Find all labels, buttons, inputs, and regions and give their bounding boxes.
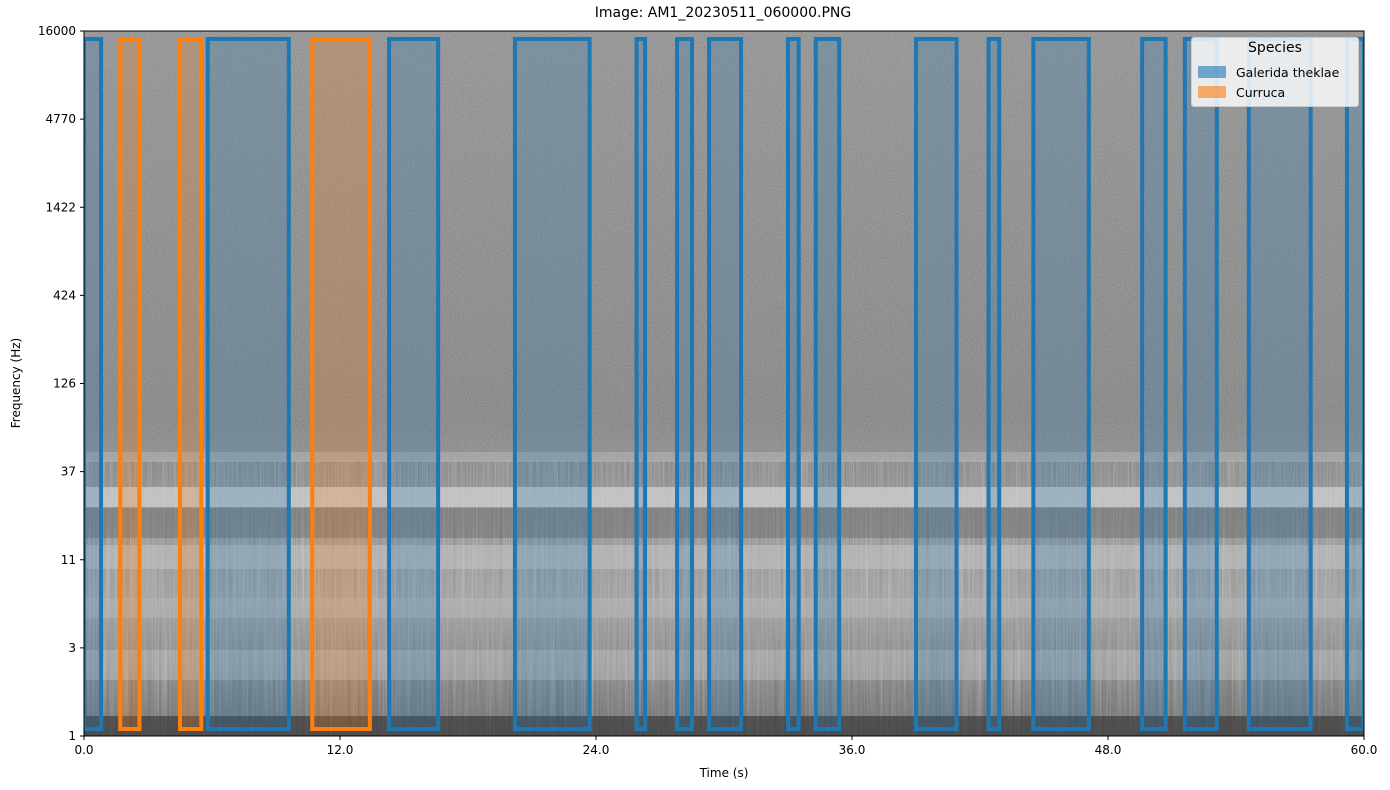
detection-box-galerida-theklae bbox=[813, 37, 842, 731]
detection-box-galerida-theklae bbox=[84, 37, 104, 731]
y-tick-label: 1422 bbox=[45, 200, 76, 214]
detection-box-galerida-theklae bbox=[1246, 37, 1313, 731]
detection-box-galerida-theklae bbox=[1031, 37, 1091, 731]
y-tick-label: 3 bbox=[68, 641, 76, 655]
detection-box-galerida-theklae bbox=[786, 37, 801, 731]
detection-box-galerida-theklae bbox=[1182, 37, 1219, 731]
y-tick-label: 11 bbox=[61, 553, 76, 567]
x-tick-label: 24.0 bbox=[583, 743, 610, 757]
detection-box-galerida-theklae bbox=[387, 37, 441, 731]
detection-box-galerida-theklae bbox=[675, 37, 694, 731]
detection-box-galerida-theklae bbox=[914, 37, 959, 731]
x-tick-label: 60.0 bbox=[1351, 743, 1378, 757]
y-axis-label: Frequency (Hz) bbox=[9, 337, 23, 429]
detection-box-curruca bbox=[118, 37, 142, 731]
legend-label-galerida-theklae: Galerida theklae bbox=[1236, 64, 1340, 80]
y-tick-label: 16000 bbox=[38, 24, 76, 38]
legend-swatch-curruca bbox=[1198, 86, 1226, 98]
detection-box-galerida-theklae bbox=[986, 37, 1002, 731]
detection-box-galerida-theklae bbox=[1140, 37, 1168, 731]
detection-box-galerida-theklae bbox=[634, 37, 648, 731]
x-tick-label: 48.0 bbox=[1095, 743, 1122, 757]
y-tick-label: 424 bbox=[53, 288, 76, 302]
x-tick-label: 0.0 bbox=[74, 743, 93, 757]
y-tick-label: 4770 bbox=[45, 112, 76, 126]
y-tick-label: 126 bbox=[53, 377, 76, 391]
y-tick-label: 1 bbox=[68, 729, 76, 743]
legend-entry-curruca: Curruca bbox=[1198, 84, 1285, 100]
chart-title: Image: AM1_20230511_060000.PNG bbox=[594, 5, 852, 21]
detection-box-galerida-theklae bbox=[512, 37, 592, 731]
detection-box-galerida-theklae bbox=[707, 37, 744, 731]
detection-box-galerida-theklae bbox=[205, 37, 291, 731]
detection-box-galerida-theklae bbox=[1344, 37, 1364, 731]
y-tick-label: 37 bbox=[61, 465, 76, 479]
legend-entry-galerida-theklae: Galerida theklae bbox=[1198, 64, 1339, 80]
detection-box-curruca bbox=[310, 37, 372, 731]
x-axis-label: Time (s) bbox=[699, 766, 749, 780]
x-tick-label: 36.0 bbox=[839, 743, 866, 757]
detection-box-curruca bbox=[178, 37, 204, 731]
legend-swatch-galerida-theklae bbox=[1198, 66, 1226, 78]
legend: Species Galerida theklae Curruca bbox=[1191, 37, 1359, 107]
legend-label-curruca: Curruca bbox=[1236, 84, 1286, 100]
x-tick-label: 12.0 bbox=[327, 743, 354, 757]
legend-title: Species bbox=[1248, 40, 1302, 56]
